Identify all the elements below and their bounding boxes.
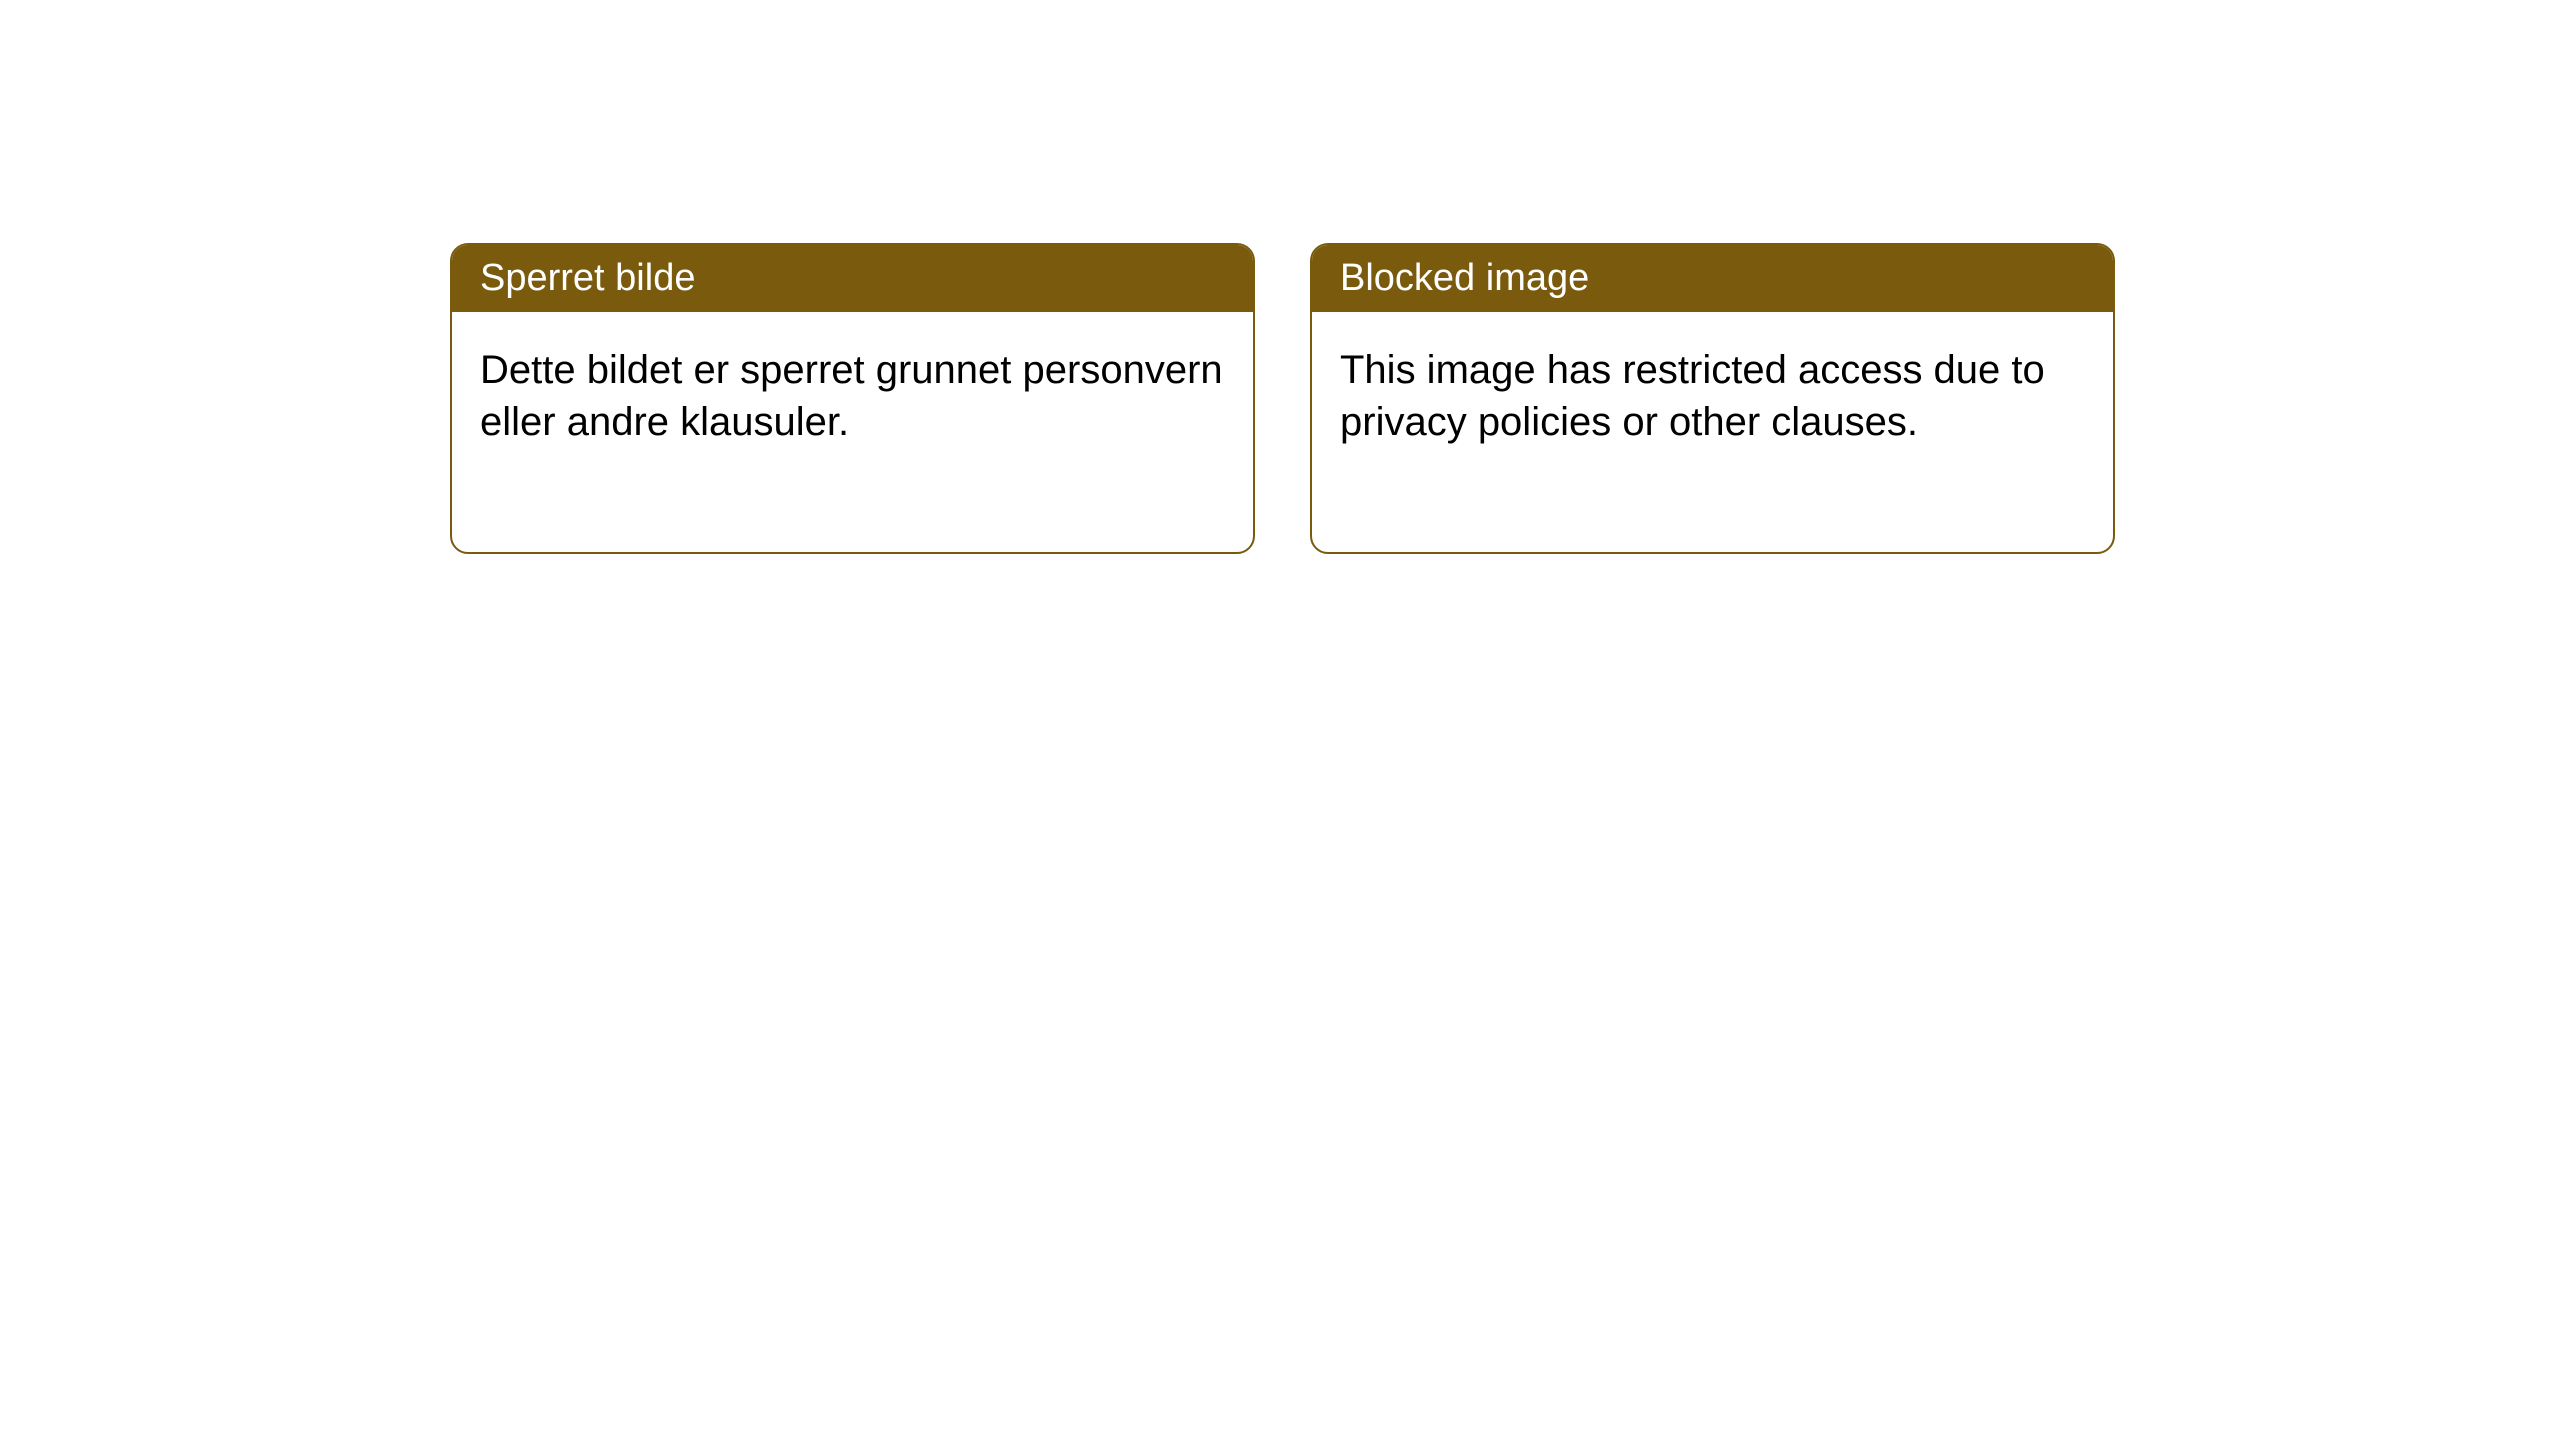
notice-text: This image has restricted access due to … bbox=[1340, 348, 2045, 444]
notice-text: Dette bildet er sperret grunnet personve… bbox=[480, 348, 1223, 444]
notice-card-norwegian: Sperret bilde Dette bildet er sperret gr… bbox=[450, 243, 1255, 554]
notice-container: Sperret bilde Dette bildet er sperret gr… bbox=[0, 0, 2560, 554]
notice-body-english: This image has restricted access due to … bbox=[1312, 312, 2113, 552]
notice-title: Blocked image bbox=[1340, 257, 1589, 299]
notice-header-norwegian: Sperret bilde bbox=[452, 245, 1253, 312]
notice-header-english: Blocked image bbox=[1312, 245, 2113, 312]
notice-card-english: Blocked image This image has restricted … bbox=[1310, 243, 2115, 554]
notice-title: Sperret bilde bbox=[480, 257, 695, 299]
notice-body-norwegian: Dette bildet er sperret grunnet personve… bbox=[452, 312, 1253, 552]
